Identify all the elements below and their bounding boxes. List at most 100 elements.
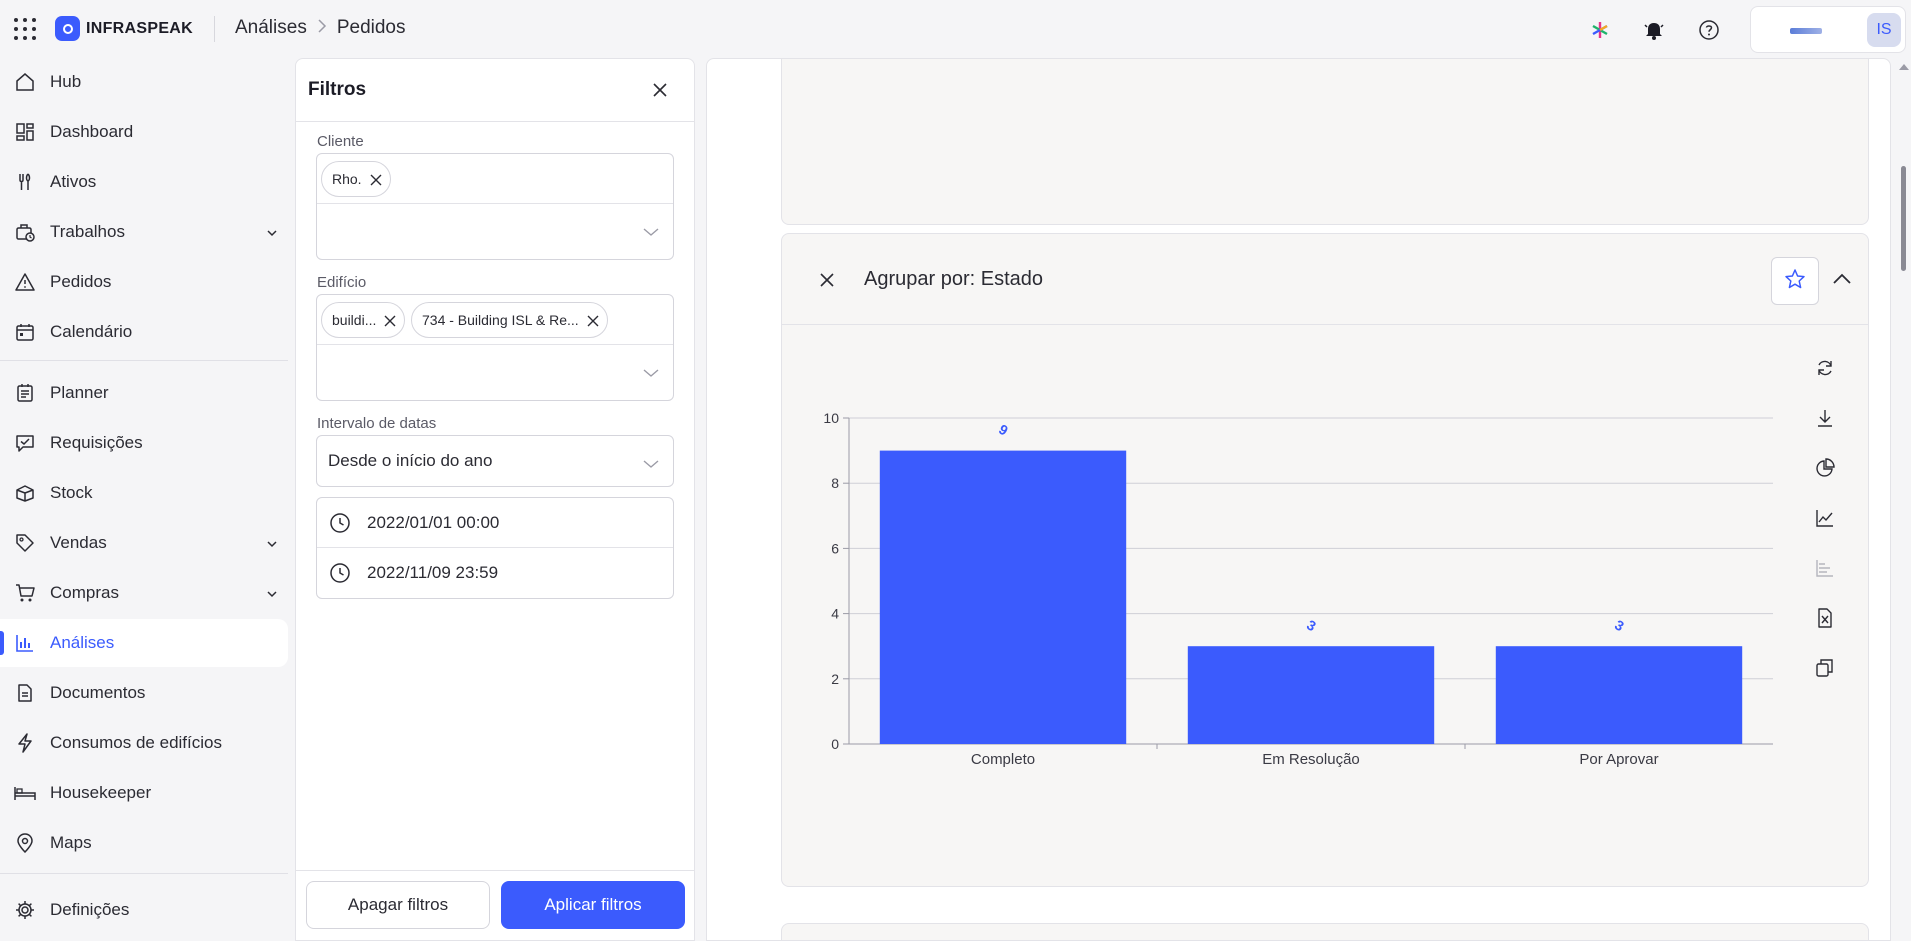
y-tick-label: 2 [831,671,839,687]
notification-bell-icon[interactable] [1640,16,1668,44]
account-switcher[interactable]: IS [1750,6,1906,53]
sidebar-item-calendario[interactable]: Calendário [0,308,288,356]
remove-chip-icon[interactable] [587,314,599,326]
scroll-up-arrow-icon[interactable] [1899,64,1909,70]
sidebar-item-maps[interactable]: Maps [0,819,288,867]
close-icon[interactable] [650,80,670,100]
remove-chip-icon[interactable] [384,314,396,326]
close-icon[interactable] [818,271,836,289]
building-chip[interactable]: buildi... [321,301,405,338]
favorite-button[interactable] [1771,257,1819,305]
filters-title: Filtros [308,79,367,100]
horizontal-bar-icon[interactable] [1812,555,1838,581]
scrollbar[interactable] [1896,58,1911,941]
sidebar-item-ativos[interactable]: Ativos [0,158,288,206]
bed-icon [14,782,36,804]
bar [879,450,1127,744]
pie-chart-icon[interactable] [1812,455,1838,481]
help-icon[interactable] [1695,16,1723,44]
apps-grid-icon[interactable] [14,18,36,40]
filters-panel: Filtros Cliente Rho... Edifício buildi..… [295,58,695,941]
wrench-icon [14,171,36,193]
chip-label: Rho... [332,170,362,187]
sidebar-item-stock[interactable]: Stock [0,469,288,517]
date-inputs: 2022/01/01 00:00 2022/11/09 23:59 [316,497,674,599]
avatar[interactable]: IS [1867,13,1901,47]
tag-icon [14,532,36,554]
building-chip[interactable]: 734 - Building ISL & Re... [411,301,608,338]
scroll-thumb[interactable] [1901,166,1906,271]
download-icon[interactable] [1812,405,1838,431]
sidebar-item-vendas[interactable]: Vendas [0,519,288,567]
refresh-icon[interactable] [1812,355,1838,381]
sidebar-item-label: Análises [50,633,115,652]
chevron-down-icon[interactable] [266,535,278,555]
sidebar-item-requisicoes[interactable]: Requisições [0,419,288,467]
brand[interactable]: INFRASPEAK [55,16,193,41]
bar-chart: 0 2 4 6 8 10 9 Completo 3 Em Resolução 3 Por Aprova… [823,410,1773,768]
client-chip[interactable]: Rho... [321,160,391,197]
chevron-down-icon[interactable] [643,454,659,474]
sidebar-item-housekeeper[interactable]: Housekeeper [0,769,288,817]
top-bar: INFRASPEAK Análises Pedidos IS [0,0,1911,58]
main-content: Agrupar por: Estado 0 2 4 6 8 10 9 Completo 3 Em … [706,58,1891,941]
chevron-down-icon[interactable] [643,365,659,383]
cart-icon [14,582,36,604]
sidebar-item-dashboard[interactable]: Dashboard [0,108,288,156]
sidebar-item-label: Definições [50,900,130,919]
sidebar-item-pedidos[interactable]: Pedidos [0,258,288,306]
briefcase-clock-icon [14,221,36,243]
apply-filters-button[interactable]: Aplicar filtros [501,881,685,929]
sidebar-item-label: Requisições [50,433,143,452]
sidebar-item-hub[interactable]: Hub [0,58,288,106]
infraspeak-logo-icon [55,16,80,41]
home-icon [14,71,36,93]
date-to-field[interactable]: 2022/11/09 23:59 [317,548,673,598]
client-label: Cliente [317,133,364,150]
chart-widget-card: Agrupar por: Estado 0 2 4 6 8 10 9 Completo 3 Em … [781,233,1869,887]
y-tick-label: 8 [831,475,839,491]
sidebar-item-planner[interactable]: Planner [0,369,288,417]
divider [214,16,215,42]
sidebar-item-analises[interactable]: Análises [0,619,288,667]
sidebar-item-documentos[interactable]: Documentos [0,669,288,717]
date-from-value: 2022/01/01 00:00 [367,512,500,532]
date-range-select[interactable]: Desde o início do ano [316,435,674,487]
date-from-field[interactable]: 2022/01/01 00:00 [317,498,673,548]
building-select[interactable] [317,345,673,400]
date-range-value: Desde o início do ano [328,451,493,470]
widget-header: Agrupar por: Estado [782,234,1868,325]
chip-label: 734 - Building ISL & Re... [422,311,579,328]
sidebar-item-compras[interactable]: Compras [0,569,288,617]
breadcrumb-analises[interactable]: Análises [235,17,307,38]
sidebar-item-trabalhos[interactable]: Trabalhos [0,208,288,256]
clear-filters-button[interactable]: Apagar filtros [306,881,490,929]
copy-icon[interactable] [1812,655,1838,681]
sidebar-item-consumos[interactable]: Consumos de edifícios [0,719,288,767]
sidebar-item-definicoes[interactable]: Definições [0,886,288,934]
sidebar-item-label: Consumos de edifícios [50,733,222,752]
company-logo [1790,28,1822,34]
x-tick-label: Completo [971,751,1035,768]
sidebar-item-label: Planner [50,383,109,402]
sidebar-item-label: Trabalhos [50,222,125,241]
chart-area: 0 2 4 6 8 10 9 Completo 3 Em Resolução 3 Por Aprova… [782,326,1782,831]
chevron-down-icon[interactable] [643,224,659,242]
remove-chip-icon[interactable] [370,173,382,185]
chevron-down-icon[interactable] [266,224,278,244]
bar [1187,646,1435,744]
chip-label: buildi... [332,311,376,328]
sidebar-item-label: Maps [50,833,92,852]
y-tick-label: 4 [831,606,839,622]
sparkle-icon[interactable] [1586,16,1614,44]
line-chart-icon[interactable] [1812,505,1838,531]
excel-icon[interactable] [1812,605,1838,631]
building-label: Edifício [317,274,367,291]
date-to-value: 2022/11/09 23:59 [367,563,499,582]
client-select[interactable] [317,204,673,259]
chevron-down-icon[interactable] [266,585,278,605]
chevron-up-icon[interactable] [1830,267,1854,291]
data-label: 3 [1304,616,1319,634]
date-range-value-row[interactable]: Desde o início do ano [317,436,673,486]
brand-name: INFRASPEAK [86,19,194,37]
